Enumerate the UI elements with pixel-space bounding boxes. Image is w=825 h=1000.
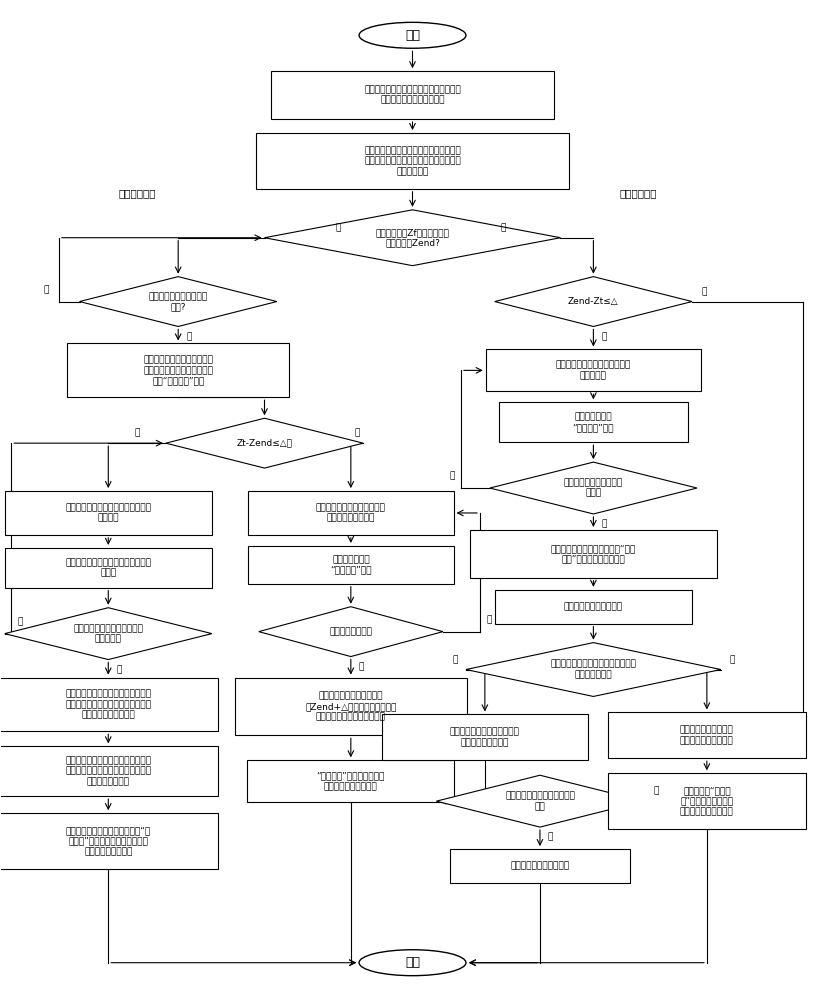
Text: 累加梯级各电站时段出力，计算水电
出力增幅: 累加梯级各电站时段出力，计算水电 出力增幅 bbox=[65, 503, 151, 523]
FancyBboxPatch shape bbox=[257, 133, 568, 189]
Text: 否: 否 bbox=[487, 615, 492, 624]
Text: 火电出力是否小于最大出力限
制？: 火电出力是否小于最大出力限 制？ bbox=[505, 791, 575, 811]
Text: 在电站出力限制范围内按一定
步长增加全时段出力: 在电站出力限制范围内按一定 步长增加全时段出力 bbox=[316, 503, 386, 523]
Text: 是: 是 bbox=[702, 287, 707, 296]
FancyBboxPatch shape bbox=[235, 678, 467, 735]
Text: 时段下泄均满足最小流量
要求?: 时段下泄均满足最小流量 要求? bbox=[148, 292, 208, 311]
Text: 梯级全时段“以电定
水”计算，获得各电站
出力、水位、流量过程: 梯级全时段“以电定 水”计算，获得各电站 出力、水位、流量过程 bbox=[680, 786, 733, 816]
Text: 开始: 开始 bbox=[405, 29, 420, 42]
FancyBboxPatch shape bbox=[499, 402, 688, 442]
Text: （来水减少）: （来水减少） bbox=[620, 188, 658, 198]
Text: 是: 是 bbox=[729, 655, 734, 664]
Text: 进行梯级全时段
“以电定水”计算: 进行梯级全时段 “以电定水”计算 bbox=[573, 413, 614, 432]
Text: 是: 是 bbox=[449, 472, 455, 481]
Polygon shape bbox=[5, 608, 212, 660]
Text: 在电站出力限制范围内逐步减小
全时段出力: 在电站出力限制范围内逐步减小 全时段出力 bbox=[556, 361, 631, 380]
Polygon shape bbox=[166, 418, 363, 468]
Polygon shape bbox=[265, 210, 560, 266]
FancyBboxPatch shape bbox=[608, 773, 805, 829]
Text: 进行梯级全时段
“以电定水”计算: 进行梯级全时段 “以电定水”计算 bbox=[330, 555, 371, 575]
FancyBboxPatch shape bbox=[248, 546, 454, 584]
Text: 是: 是 bbox=[44, 285, 49, 294]
FancyBboxPatch shape bbox=[67, 343, 290, 397]
Text: 是: 是 bbox=[18, 617, 23, 626]
Text: 计算水电出力设定值与当前水电总出
力差额，按蓄能提高率指标将差额分
配到各水电站出力: 计算水电出力设定值与当前水电总出 力差额，按蓄能提高率指标将差额分 配到各水电站… bbox=[65, 756, 151, 786]
FancyBboxPatch shape bbox=[248, 760, 455, 802]
Text: 结束: 结束 bbox=[405, 956, 420, 969]
FancyBboxPatch shape bbox=[271, 71, 554, 119]
Text: 是: 是 bbox=[359, 662, 364, 671]
Text: 调度期末水位Zf大于给定控制
末水位要求Zend?: 调度期末水位Zf大于给定控制 末水位要求Zend? bbox=[375, 228, 450, 247]
Text: 按照梯级蓄能最大目标
进行厂间负荷优化分配: 按照梯级蓄能最大目标 进行厂间负荷优化分配 bbox=[680, 726, 733, 745]
Ellipse shape bbox=[359, 950, 466, 976]
Text: 是: 是 bbox=[134, 429, 139, 438]
Text: 否: 否 bbox=[354, 429, 360, 438]
Text: 根据全网负荷平衡要求计算火电全时
段出力: 根据全网负荷平衡要求计算火电全时 段出力 bbox=[65, 558, 151, 578]
Text: 否: 否 bbox=[601, 332, 606, 341]
FancyBboxPatch shape bbox=[5, 548, 212, 588]
Text: 累加梯级各电站时段出力: 累加梯级各电站时段出力 bbox=[563, 602, 623, 611]
Polygon shape bbox=[495, 277, 692, 326]
Text: 不满足要求的时段火电按最小出力运
行，将电网负荷与火电出力的差值作
为梯级水电出力设定值: 不满足要求的时段火电按最小出力运 行，将电网负荷与火电出力的差值作 为梯级水电出… bbox=[65, 690, 151, 719]
Text: 将省网总负荷与水电出力之差
作为火电出力设定值: 将省网总负荷与水电出力之差 作为火电出力设定值 bbox=[450, 728, 520, 747]
Text: 否: 否 bbox=[186, 332, 191, 341]
FancyBboxPatch shape bbox=[486, 349, 701, 391]
FancyBboxPatch shape bbox=[0, 813, 219, 869]
Text: 按新的出力方案进行梯级全时段“以
电定水”计算，获得梯级各电站出
力、水位、流量过程: 按新的出力方案进行梯级全时段“以 电定水”计算，获得梯级各电站出 力、水位、流量… bbox=[66, 826, 151, 856]
FancyBboxPatch shape bbox=[608, 712, 805, 758]
Text: 水火电联合系统是否满足电网全时段
负荷平衡约束？: 水火电联合系统是否满足电网全时段 负荷平衡约束？ bbox=[550, 660, 636, 679]
Text: 否: 否 bbox=[116, 665, 121, 674]
FancyBboxPatch shape bbox=[470, 530, 717, 578]
Text: 电站全时段满发？: 电站全时段满发？ bbox=[329, 627, 372, 636]
FancyBboxPatch shape bbox=[382, 714, 587, 760]
Polygon shape bbox=[466, 643, 721, 696]
FancyBboxPatch shape bbox=[0, 678, 219, 731]
Text: 火电按最大出力限制发电: 火电按最大出力限制发电 bbox=[511, 861, 569, 870]
FancyBboxPatch shape bbox=[0, 746, 219, 796]
Text: 否: 否 bbox=[548, 833, 554, 842]
Text: 是: 是 bbox=[653, 787, 659, 796]
Text: 逐步增大不满足流量要求时段
的出力值，根据新的出力方案
进行“以电定水”计算: 逐步增大不满足流量要求时段 的出力值，根据新的出力方案 进行“以电定水”计算 bbox=[144, 355, 213, 385]
Text: Zend-Zt≤△: Zend-Zt≤△ bbox=[568, 297, 619, 306]
Text: 否: 否 bbox=[452, 655, 458, 664]
Polygon shape bbox=[436, 775, 644, 827]
Text: Zt-Zend≤△？: Zt-Zend≤△？ bbox=[237, 439, 293, 448]
FancyBboxPatch shape bbox=[450, 849, 629, 883]
FancyBboxPatch shape bbox=[5, 491, 212, 535]
Text: “以水定电”计算电站各时段
出力、水位、流量过程: “以水定电”计算电站各时段 出力、水位、流量过程 bbox=[317, 772, 385, 791]
Text: 是: 是 bbox=[336, 223, 342, 232]
Polygon shape bbox=[79, 277, 277, 326]
Polygon shape bbox=[259, 607, 443, 657]
Ellipse shape bbox=[359, 22, 466, 48]
FancyBboxPatch shape bbox=[495, 590, 692, 624]
Text: 运用流量精细化调度方法进行梯级全时段
运行仿真模拟，获得梯级各电站出力、水
位、流量过程: 运用流量精细化调度方法进行梯级全时段 运行仿真模拟，获得梯级各电站出力、水 位、… bbox=[364, 146, 461, 176]
Text: 否: 否 bbox=[500, 223, 506, 232]
FancyBboxPatch shape bbox=[248, 491, 454, 535]
Text: 电站全时段按保证出力发电，“以电
定水”计算流量、水位过程: 电站全时段按保证出力发电，“以电 定水”计算流量、水位过程 bbox=[551, 544, 636, 564]
Text: 火电全时段出力是均大于最小
出力限制？: 火电全时段出力是均大于最小 出力限制？ bbox=[73, 624, 144, 643]
Text: 输入最新径流预报结果、日前计划出力设
定值，计算下泄流量过程。: 输入最新径流预报结果、日前计划出力设 定值，计算下泄流量过程。 bbox=[364, 85, 461, 105]
Text: 电站按给定控制水位上限值
（Zend+△）运行，并根据换算
后的全时段平均流量进行发电: 电站按给定控制水位上限值 （Zend+△）运行，并根据换算 后的全时段平均流量进… bbox=[305, 692, 397, 721]
Text: （来水增加）: （来水增加） bbox=[118, 188, 156, 198]
Text: 否: 否 bbox=[601, 519, 606, 528]
Text: 电站全时段出力均为保证
出力？: 电站全时段出力均为保证 出力？ bbox=[563, 478, 623, 498]
Polygon shape bbox=[490, 462, 697, 514]
